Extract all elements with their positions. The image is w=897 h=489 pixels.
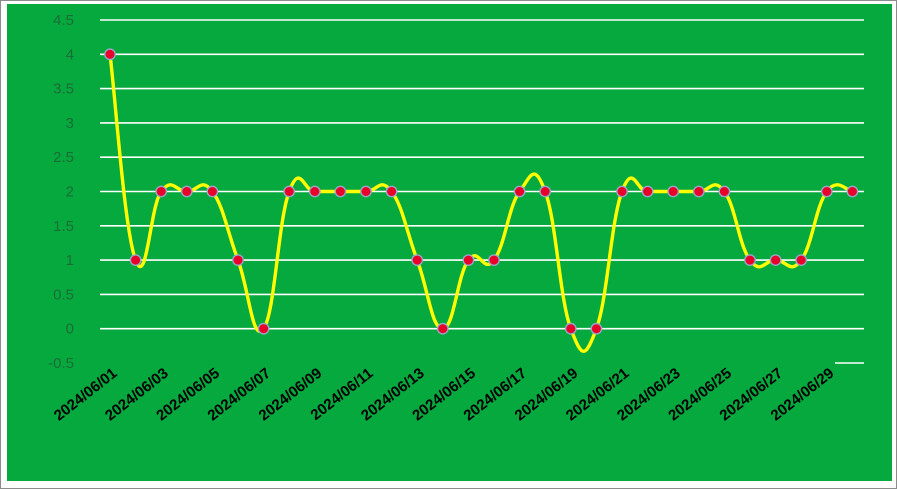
data-point [718, 185, 731, 198]
y-tick-label: 1 [66, 252, 74, 269]
series-lines [108, 52, 855, 353]
y-tick-label: -0.5 [48, 355, 74, 372]
data-point [820, 185, 833, 198]
y-tick-label: 1.5 [53, 218, 74, 235]
y-axis-ticks: -0.5 0 0.5 1 1.5 2 2.5 3 3.5 4 4.5 [48, 12, 74, 372]
series-line [108, 52, 855, 353]
data-point [257, 322, 270, 335]
series-markers [104, 48, 859, 335]
data-point [104, 48, 116, 61]
data-point [641, 185, 654, 198]
data-point [308, 185, 321, 198]
data-point [616, 185, 628, 198]
data-point [590, 322, 603, 335]
y-tick-label: 2 [66, 184, 74, 201]
y-tick-label: 0 [66, 321, 74, 338]
line-chart: -0.5 0 0.5 1 1.5 2 2.5 3 3.5 4 4.5 2024/06/012024/… [48, 12, 864, 425]
data-point [795, 254, 808, 267]
y-tick-label: 3.5 [53, 81, 74, 98]
y-tick-label: 4 [66, 46, 74, 63]
data-point [436, 322, 449, 335]
data-point [334, 185, 347, 198]
data-point [129, 254, 142, 267]
data-point [513, 185, 526, 198]
data-point [180, 185, 193, 198]
data-point [744, 254, 756, 267]
y-tick-label: 2.5 [53, 149, 74, 166]
gridlines [100, 19, 864, 364]
data-point [692, 185, 705, 198]
data-point [385, 185, 398, 198]
data-point [462, 254, 475, 267]
data-point [283, 185, 296, 198]
plot-area: -0.5 0 0.5 1 1.5 2 2.5 3 3.5 4 4.5 2024/06/01 2024/… [7, 4, 892, 481]
data-point [360, 185, 372, 198]
data-point [539, 185, 552, 198]
data-point [232, 254, 244, 267]
x-axis-ticks: 2024/06/012024/06/032024/06/052024/06/07… [51, 365, 837, 425]
data-point [411, 254, 424, 267]
data-point [564, 322, 577, 335]
data-point [488, 254, 500, 267]
data-point [667, 185, 680, 198]
y-tick-label: 3 [66, 115, 74, 132]
data-point [769, 254, 782, 267]
data-point [206, 185, 219, 198]
y-tick-label: 4.5 [53, 12, 74, 29]
data-point [155, 185, 168, 198]
y-tick-label: 0.5 [53, 286, 74, 303]
data-point [846, 185, 859, 198]
